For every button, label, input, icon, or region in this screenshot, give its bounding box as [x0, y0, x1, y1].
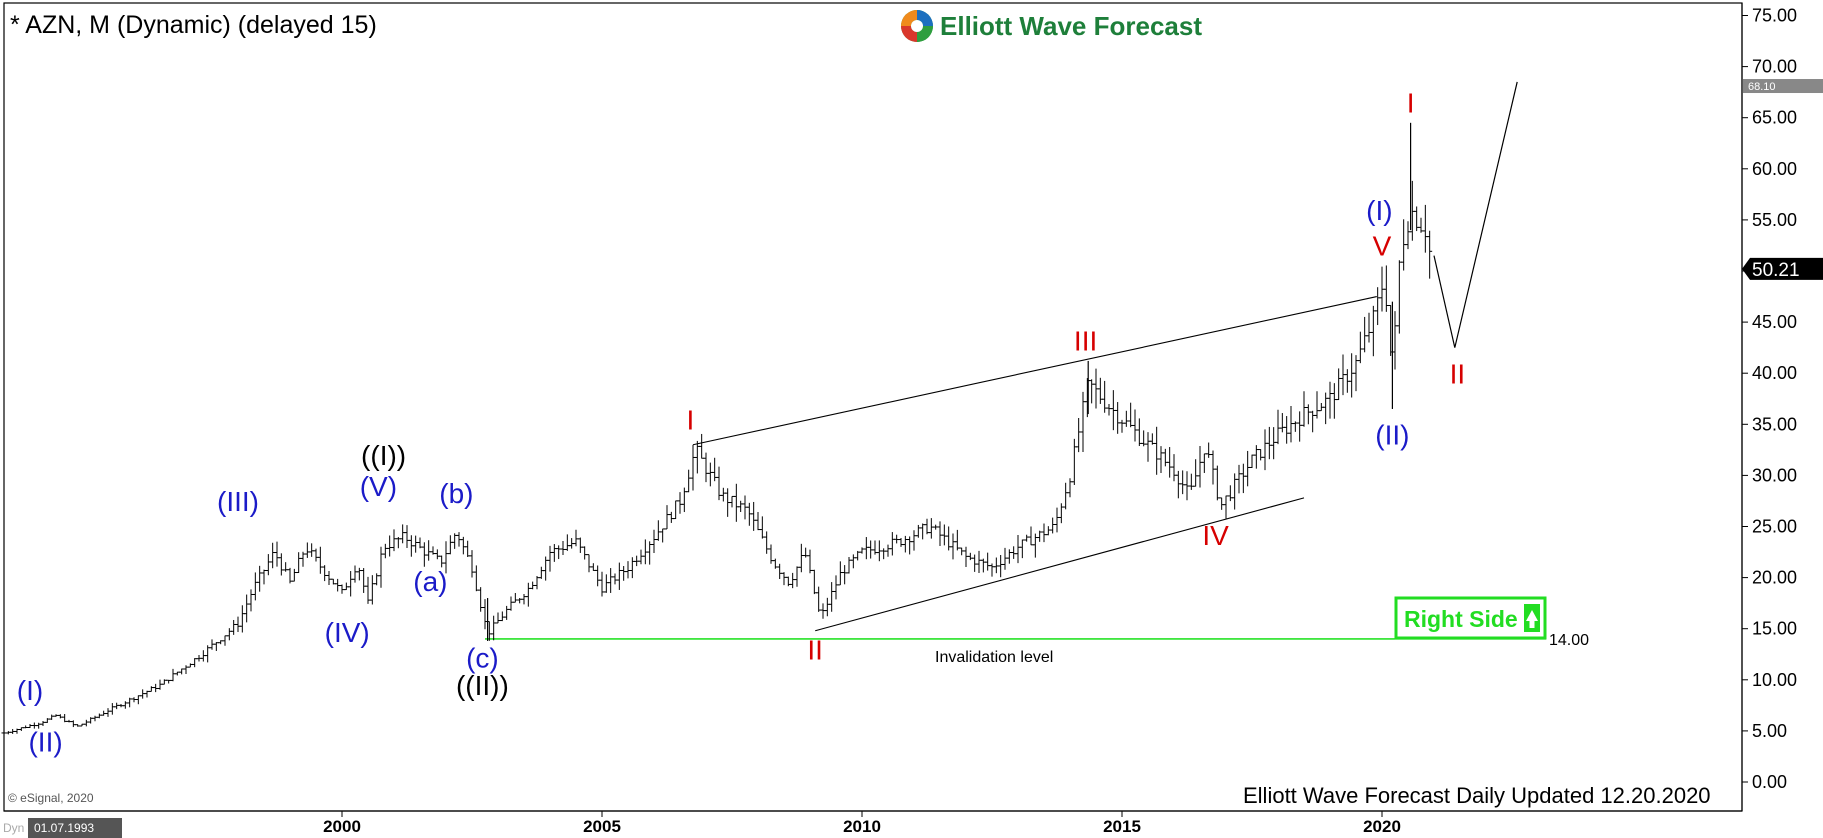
last-price-tag — [1742, 257, 1823, 280]
projection-path — [1433, 81, 1518, 348]
marker-price-tag — [1743, 79, 1823, 94]
y-tick-label: 5.00 — [1752, 721, 1787, 741]
wave-label: (b) — [439, 478, 473, 509]
wave-label: (II) — [1375, 420, 1409, 451]
wave-label: IV — [1202, 520, 1229, 551]
wave-label: (c) — [466, 643, 499, 674]
y-tick-label: 20.00 — [1752, 568, 1797, 588]
x-axis-ticks: 2000 2005 2010 2015 2020 — [323, 811, 1401, 836]
wave-label: II — [1450, 358, 1466, 389]
dyn-tag: Dyn — [3, 821, 24, 835]
wave-label: (III) — [217, 486, 259, 517]
arrow-up-icon — [1524, 604, 1540, 632]
y-tick-label: 0.00 — [1752, 772, 1787, 792]
wave-label: III — [1074, 326, 1097, 357]
y-tick-label: 75.00 — [1752, 6, 1797, 26]
symbol-title: * AZN, M (Dynamic) (delayed 15) — [10, 11, 377, 39]
last-price-value: 50.21 — [1752, 260, 1800, 281]
wave-label: (IV) — [325, 617, 370, 648]
y-tick-label: 25.00 — [1752, 517, 1797, 537]
channel-line — [692, 296, 1377, 446]
y-tick-label: 55.00 — [1752, 210, 1797, 230]
right-side-label: Right Side — [1404, 606, 1518, 632]
date-readout: 01.07.1993 — [34, 821, 94, 835]
x-tick-label: 2015 — [1103, 817, 1141, 836]
price-tags: 50.21 68.10 — [1742, 79, 1823, 281]
wave-label: (II) — [28, 726, 62, 757]
channel-line — [815, 497, 1305, 632]
y-tick-label: 70.00 — [1752, 57, 1797, 77]
ohlc-bar — [1427, 230, 1433, 279]
projection-line — [1433, 81, 1518, 348]
y-tick-label: 60.00 — [1752, 159, 1797, 179]
brand-logo — [901, 10, 933, 42]
wave-label: II — [807, 634, 823, 665]
brand-name: Elliott Wave Forecast — [940, 11, 1202, 41]
plot-frame — [3, 2, 1743, 812]
x-tick-label: 2010 — [843, 817, 881, 836]
copyright: © eSignal, 2020 — [8, 791, 94, 805]
wave-label: (I) — [1366, 195, 1392, 226]
wave-label: V — [1373, 231, 1392, 262]
wave-label: (a) — [413, 566, 447, 597]
invalidation-level-group: Invalidation level 14.00 — [485, 632, 1589, 666]
marker-price-value: 68.10 — [1748, 81, 1776, 93]
x-tick-label: 2020 — [1363, 817, 1401, 836]
invalidation-label: Invalidation level — [935, 649, 1053, 666]
y-tick-label: 35.00 — [1752, 414, 1797, 434]
update-note: Elliott Wave Forecast Daily Updated 12.2… — [1243, 783, 1711, 808]
wave-label: I — [687, 404, 695, 435]
wave-label: I — [1407, 88, 1415, 119]
wave-labels: (I) (II) (III) (IV) (V)((I)) (a) (b) (c)((II)) I… — [17, 88, 1465, 758]
wave-label: (I) — [17, 675, 43, 706]
date-readout-box: Dyn 01.07.1993 — [0, 818, 122, 838]
y-tick-label: 65.00 — [1752, 108, 1797, 128]
y-tick-label: 15.00 — [1752, 619, 1797, 639]
y-tick-label: 40.00 — [1752, 363, 1797, 383]
y-tick-label: 30.00 — [1752, 465, 1797, 485]
y-tick-label: 45.00 — [1752, 312, 1797, 332]
channel-lines — [692, 296, 1377, 632]
invalidation-value: 14.00 — [1549, 632, 1589, 649]
x-tick-label: 2005 — [583, 817, 621, 836]
wave-label: ((I)) — [361, 440, 406, 471]
wave-label: (V) — [360, 471, 397, 502]
y-tick-label: 10.00 — [1752, 670, 1797, 690]
wave-label: ((II)) — [456, 670, 509, 701]
right-side-badge: Right Side — [1394, 596, 1547, 640]
ohlc-bars — [1, 122, 1433, 735]
y-axis-ticks: 0.00 5.00 10.00 15.00 20.00 25.00 30.00 35.00 40… — [1742, 6, 1797, 792]
x-tick-label: 2000 — [323, 817, 361, 836]
